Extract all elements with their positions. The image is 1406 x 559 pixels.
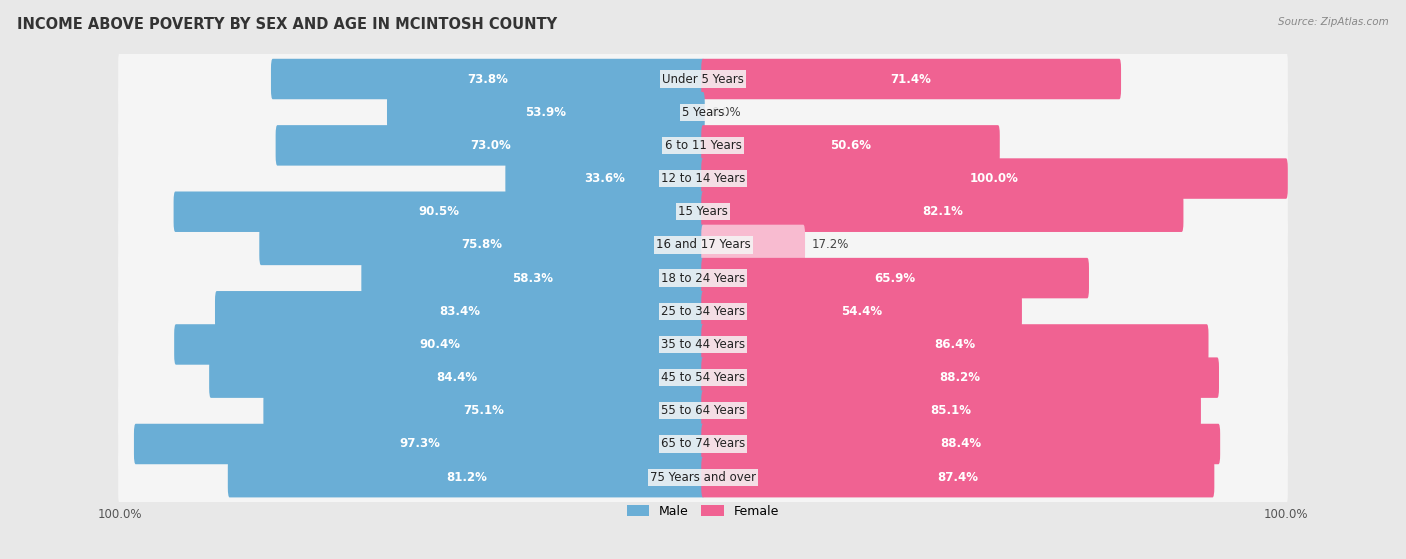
FancyBboxPatch shape (271, 59, 704, 100)
FancyBboxPatch shape (118, 151, 1288, 205)
FancyBboxPatch shape (134, 424, 704, 464)
FancyBboxPatch shape (702, 125, 1000, 165)
Text: 75.8%: 75.8% (461, 239, 502, 252)
Text: 87.4%: 87.4% (938, 471, 979, 484)
Text: 6 to 11 Years: 6 to 11 Years (665, 139, 741, 152)
FancyBboxPatch shape (702, 424, 1220, 464)
Text: 53.9%: 53.9% (526, 106, 567, 119)
Text: 17.2%: 17.2% (813, 239, 849, 252)
FancyBboxPatch shape (702, 59, 1121, 100)
FancyBboxPatch shape (118, 218, 1288, 272)
Text: 25 to 34 Years: 25 to 34 Years (661, 305, 745, 318)
FancyBboxPatch shape (118, 252, 1288, 305)
FancyBboxPatch shape (387, 92, 704, 132)
Text: 71.4%: 71.4% (891, 73, 932, 86)
FancyBboxPatch shape (263, 391, 704, 431)
Text: 65.9%: 65.9% (875, 272, 915, 285)
FancyBboxPatch shape (118, 86, 1288, 139)
FancyBboxPatch shape (702, 357, 1219, 398)
FancyBboxPatch shape (174, 324, 704, 364)
FancyBboxPatch shape (118, 185, 1288, 239)
FancyBboxPatch shape (702, 192, 1184, 232)
FancyBboxPatch shape (702, 391, 1201, 431)
Text: 75.1%: 75.1% (464, 404, 505, 418)
Text: 88.2%: 88.2% (939, 371, 980, 384)
FancyBboxPatch shape (118, 318, 1288, 371)
Text: 85.1%: 85.1% (931, 404, 972, 418)
Text: 86.4%: 86.4% (935, 338, 976, 351)
Text: 45 to 54 Years: 45 to 54 Years (661, 371, 745, 384)
FancyBboxPatch shape (118, 52, 1288, 106)
Text: INCOME ABOVE POVERTY BY SEX AND AGE IN MCINTOSH COUNTY: INCOME ABOVE POVERTY BY SEX AND AGE IN M… (17, 17, 557, 32)
Text: 81.2%: 81.2% (446, 471, 486, 484)
FancyBboxPatch shape (361, 258, 704, 299)
Text: 100.0%: 100.0% (970, 172, 1019, 185)
Text: 55 to 64 Years: 55 to 64 Years (661, 404, 745, 418)
FancyBboxPatch shape (118, 417, 1288, 471)
Legend: Male, Female: Male, Female (621, 500, 785, 523)
Text: 65 to 74 Years: 65 to 74 Years (661, 438, 745, 451)
FancyBboxPatch shape (118, 384, 1288, 438)
Text: 75 Years and over: 75 Years and over (650, 471, 756, 484)
Text: 97.3%: 97.3% (399, 438, 440, 451)
Text: 0.0%: 0.0% (711, 106, 741, 119)
Text: 90.5%: 90.5% (419, 205, 460, 218)
Text: 83.4%: 83.4% (439, 305, 481, 318)
FancyBboxPatch shape (215, 291, 704, 331)
Text: 50.6%: 50.6% (830, 139, 870, 152)
Text: 73.8%: 73.8% (467, 73, 509, 86)
FancyBboxPatch shape (505, 158, 704, 199)
FancyBboxPatch shape (209, 357, 704, 398)
Text: 12 to 14 Years: 12 to 14 Years (661, 172, 745, 185)
FancyBboxPatch shape (118, 351, 1288, 405)
FancyBboxPatch shape (173, 192, 704, 232)
Text: 88.4%: 88.4% (941, 438, 981, 451)
Text: Under 5 Years: Under 5 Years (662, 73, 744, 86)
FancyBboxPatch shape (276, 125, 704, 165)
Text: 73.0%: 73.0% (470, 139, 510, 152)
Text: 35 to 44 Years: 35 to 44 Years (661, 338, 745, 351)
Text: 82.1%: 82.1% (922, 205, 963, 218)
Text: 58.3%: 58.3% (513, 272, 554, 285)
Text: Source: ZipAtlas.com: Source: ZipAtlas.com (1278, 17, 1389, 27)
Text: 16 and 17 Years: 16 and 17 Years (655, 239, 751, 252)
Text: 15 Years: 15 Years (678, 205, 728, 218)
FancyBboxPatch shape (702, 158, 1288, 199)
FancyBboxPatch shape (228, 457, 704, 498)
FancyBboxPatch shape (702, 324, 1209, 364)
Text: 90.4%: 90.4% (419, 338, 460, 351)
Text: 5 Years: 5 Years (682, 106, 724, 119)
FancyBboxPatch shape (702, 457, 1215, 498)
FancyBboxPatch shape (702, 258, 1090, 299)
FancyBboxPatch shape (118, 119, 1288, 172)
Text: 54.4%: 54.4% (841, 305, 882, 318)
FancyBboxPatch shape (118, 285, 1288, 338)
FancyBboxPatch shape (118, 451, 1288, 504)
FancyBboxPatch shape (702, 225, 806, 265)
FancyBboxPatch shape (702, 291, 1022, 331)
Text: 33.6%: 33.6% (585, 172, 626, 185)
Text: 84.4%: 84.4% (436, 371, 478, 384)
FancyBboxPatch shape (259, 225, 704, 265)
Text: 18 to 24 Years: 18 to 24 Years (661, 272, 745, 285)
